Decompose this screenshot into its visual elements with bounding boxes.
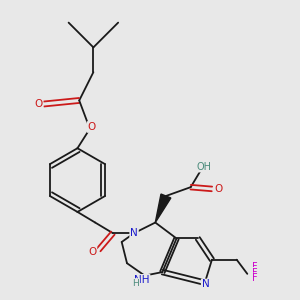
Text: F: F — [252, 273, 257, 284]
Text: O: O — [88, 122, 96, 132]
Text: O: O — [214, 184, 222, 194]
Polygon shape — [155, 194, 171, 223]
Text: O: O — [34, 99, 43, 109]
Text: O: O — [88, 247, 96, 256]
Text: N: N — [202, 280, 209, 290]
Text: H: H — [133, 279, 139, 288]
Text: N: N — [130, 228, 138, 238]
Text: F: F — [252, 268, 257, 278]
Text: F: F — [252, 262, 257, 272]
Text: NH: NH — [134, 275, 150, 285]
Text: OH: OH — [196, 162, 211, 172]
